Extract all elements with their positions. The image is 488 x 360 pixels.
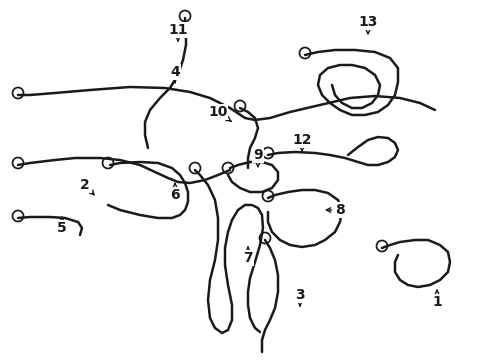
Text: 5: 5 xyxy=(57,217,67,235)
Text: 7: 7 xyxy=(243,247,252,265)
Text: 8: 8 xyxy=(325,203,344,217)
Text: 11: 11 xyxy=(168,23,187,41)
Text: 3: 3 xyxy=(295,288,304,306)
Text: 9: 9 xyxy=(253,148,262,167)
Text: 13: 13 xyxy=(358,15,377,34)
Text: 4: 4 xyxy=(170,65,180,82)
Text: 6: 6 xyxy=(170,184,180,202)
Text: 12: 12 xyxy=(292,133,311,151)
Text: 1: 1 xyxy=(431,290,441,309)
Text: 10: 10 xyxy=(208,105,230,121)
Text: 2: 2 xyxy=(80,178,94,195)
